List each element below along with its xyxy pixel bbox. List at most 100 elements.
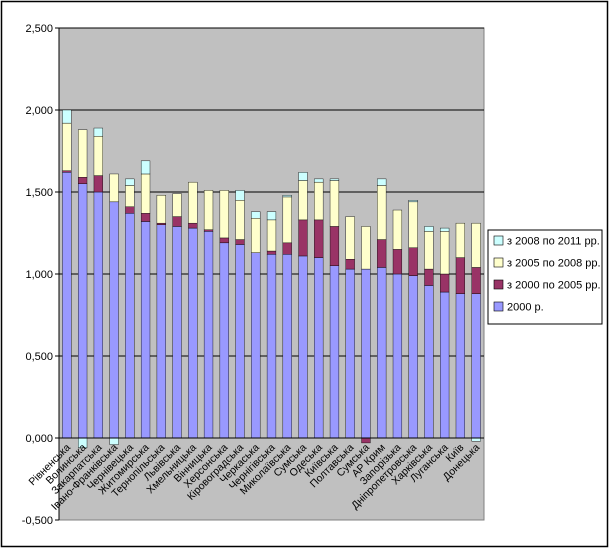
bar-segment-4 [235,190,245,201]
bar-segment-1 [78,183,88,439]
bar-segment-3 [471,222,481,268]
bar-segment-4 [140,160,151,175]
bar-segment-1 [125,213,135,439]
bar-segment-3 [251,218,261,253]
legend: з 2008 по 2011 рр. з 2005 по 2008 рр. з 20… [487,229,603,325]
y-tick-label: -0,500 [22,515,53,527]
bar-segment-1 [235,244,245,439]
bar-segment-4 [125,178,135,186]
bar-segment-2 [125,206,135,214]
bar-segment-1 [93,191,103,439]
bar-segment-2 [329,226,340,267]
bar-segment-1 [329,265,340,439]
legend-label: з 2008 по 2011 рр. [507,236,600,248]
bar-segment-4 [377,178,387,186]
bar-segment-2 [140,213,151,222]
bar-segment-1 [266,254,277,439]
bar-segment-2 [62,170,72,173]
bar-segment-4 [298,172,308,181]
bar-segment-1 [424,285,434,439]
bar-segment-1 [440,291,450,439]
bar-segment-3 [219,190,229,239]
bar-segment-1 [203,231,214,439]
bar-segment-1 [377,267,387,439]
legend-label: 2000 р. [507,302,544,314]
bar-segment-3 [235,199,245,240]
bar-segment-2 [440,273,450,293]
bar-segment-2 [188,222,198,229]
bar-segment-1 [172,226,182,439]
bar-segment-4 [266,211,277,221]
bar-segment-1 [392,273,403,439]
bar-segment-2 [156,222,166,226]
bar-segment-1 [471,293,481,439]
bar-segment-3 [329,180,340,227]
bar-segment-3 [140,173,151,214]
bar-segment-2 [172,216,182,227]
bar-segment-4 [62,109,72,124]
bar-segment-4 [282,195,292,198]
bar-segment-3 [125,185,135,207]
y-axis-ticks: -0,500 0,000 0,500 1,000 1,500 2,000 2,500 [22,23,59,527]
legend-swatch [493,257,504,268]
bar-segment-2 [345,259,355,270]
y-tick-label: 2,000 [25,105,53,117]
bar-segment-1 [455,293,465,439]
y-tick-label: 1,500 [25,187,53,199]
y-tick-label: 1,000 [25,269,53,281]
bar-segment-3 [172,193,182,217]
bar-segment-4 [314,178,324,183]
bar-segment-4 [424,226,434,232]
bar-segment-2 [424,268,434,286]
bar-segment-3 [62,122,72,171]
bar-segment-3 [408,201,418,248]
bar-segment-3 [392,209,403,250]
bar-segment-2 [203,229,214,232]
bar-segment-3 [203,190,214,230]
bar-segment-2 [408,247,418,276]
bar-segment-3 [455,222,465,258]
bar-segment-2 [219,237,229,244]
bar-segment-2 [377,239,387,268]
bar-segment-4 [329,178,340,181]
bar-segment-1 [408,275,418,439]
bar-segment-3 [314,181,324,221]
y-tick-label: 2,500 [25,23,53,35]
bar-segment-3 [109,173,119,203]
bar-segment-3 [345,216,355,260]
bar-segment-1 [282,254,292,439]
bar-segment-1 [109,201,119,439]
bar-segment-4 [251,211,261,219]
bar-segment-2 [471,267,481,294]
bar-segment-1 [298,255,308,439]
bar-segment-1 [219,242,229,439]
bar-segment-1 [188,227,198,439]
bar-segment-3 [377,185,387,240]
bar-segment-2 [78,177,88,185]
bar-segment-2 [298,219,308,257]
bar-segment-3 [282,196,292,244]
bar-segment-3 [78,129,88,178]
bar-segment-4 [93,127,103,137]
bar-segment-3 [93,136,103,176]
bar-segment-2 [93,175,103,193]
bar-segment-3 [298,180,308,221]
y-tick-label: 0,500 [25,351,53,363]
bar-segment-2 [235,239,245,245]
y-tick-label: 0,000 [25,433,53,445]
bar-segment-3 [188,181,198,224]
bar-segment-1 [62,172,72,439]
legend-label: з 2005 по 2008 рр. [507,258,601,270]
bar-segment-2 [314,219,324,258]
bar-segment-2 [282,242,292,255]
bar-segment-4 [408,199,418,203]
legend-swatch [493,279,504,290]
bar-segment-1 [345,268,355,439]
bars [59,109,484,449]
bar-segment-2 [266,250,277,255]
bar-segment-3 [361,226,371,270]
bar-segment-3 [156,195,166,224]
bar-segment-1 [140,221,151,439]
legend-box [487,229,603,325]
